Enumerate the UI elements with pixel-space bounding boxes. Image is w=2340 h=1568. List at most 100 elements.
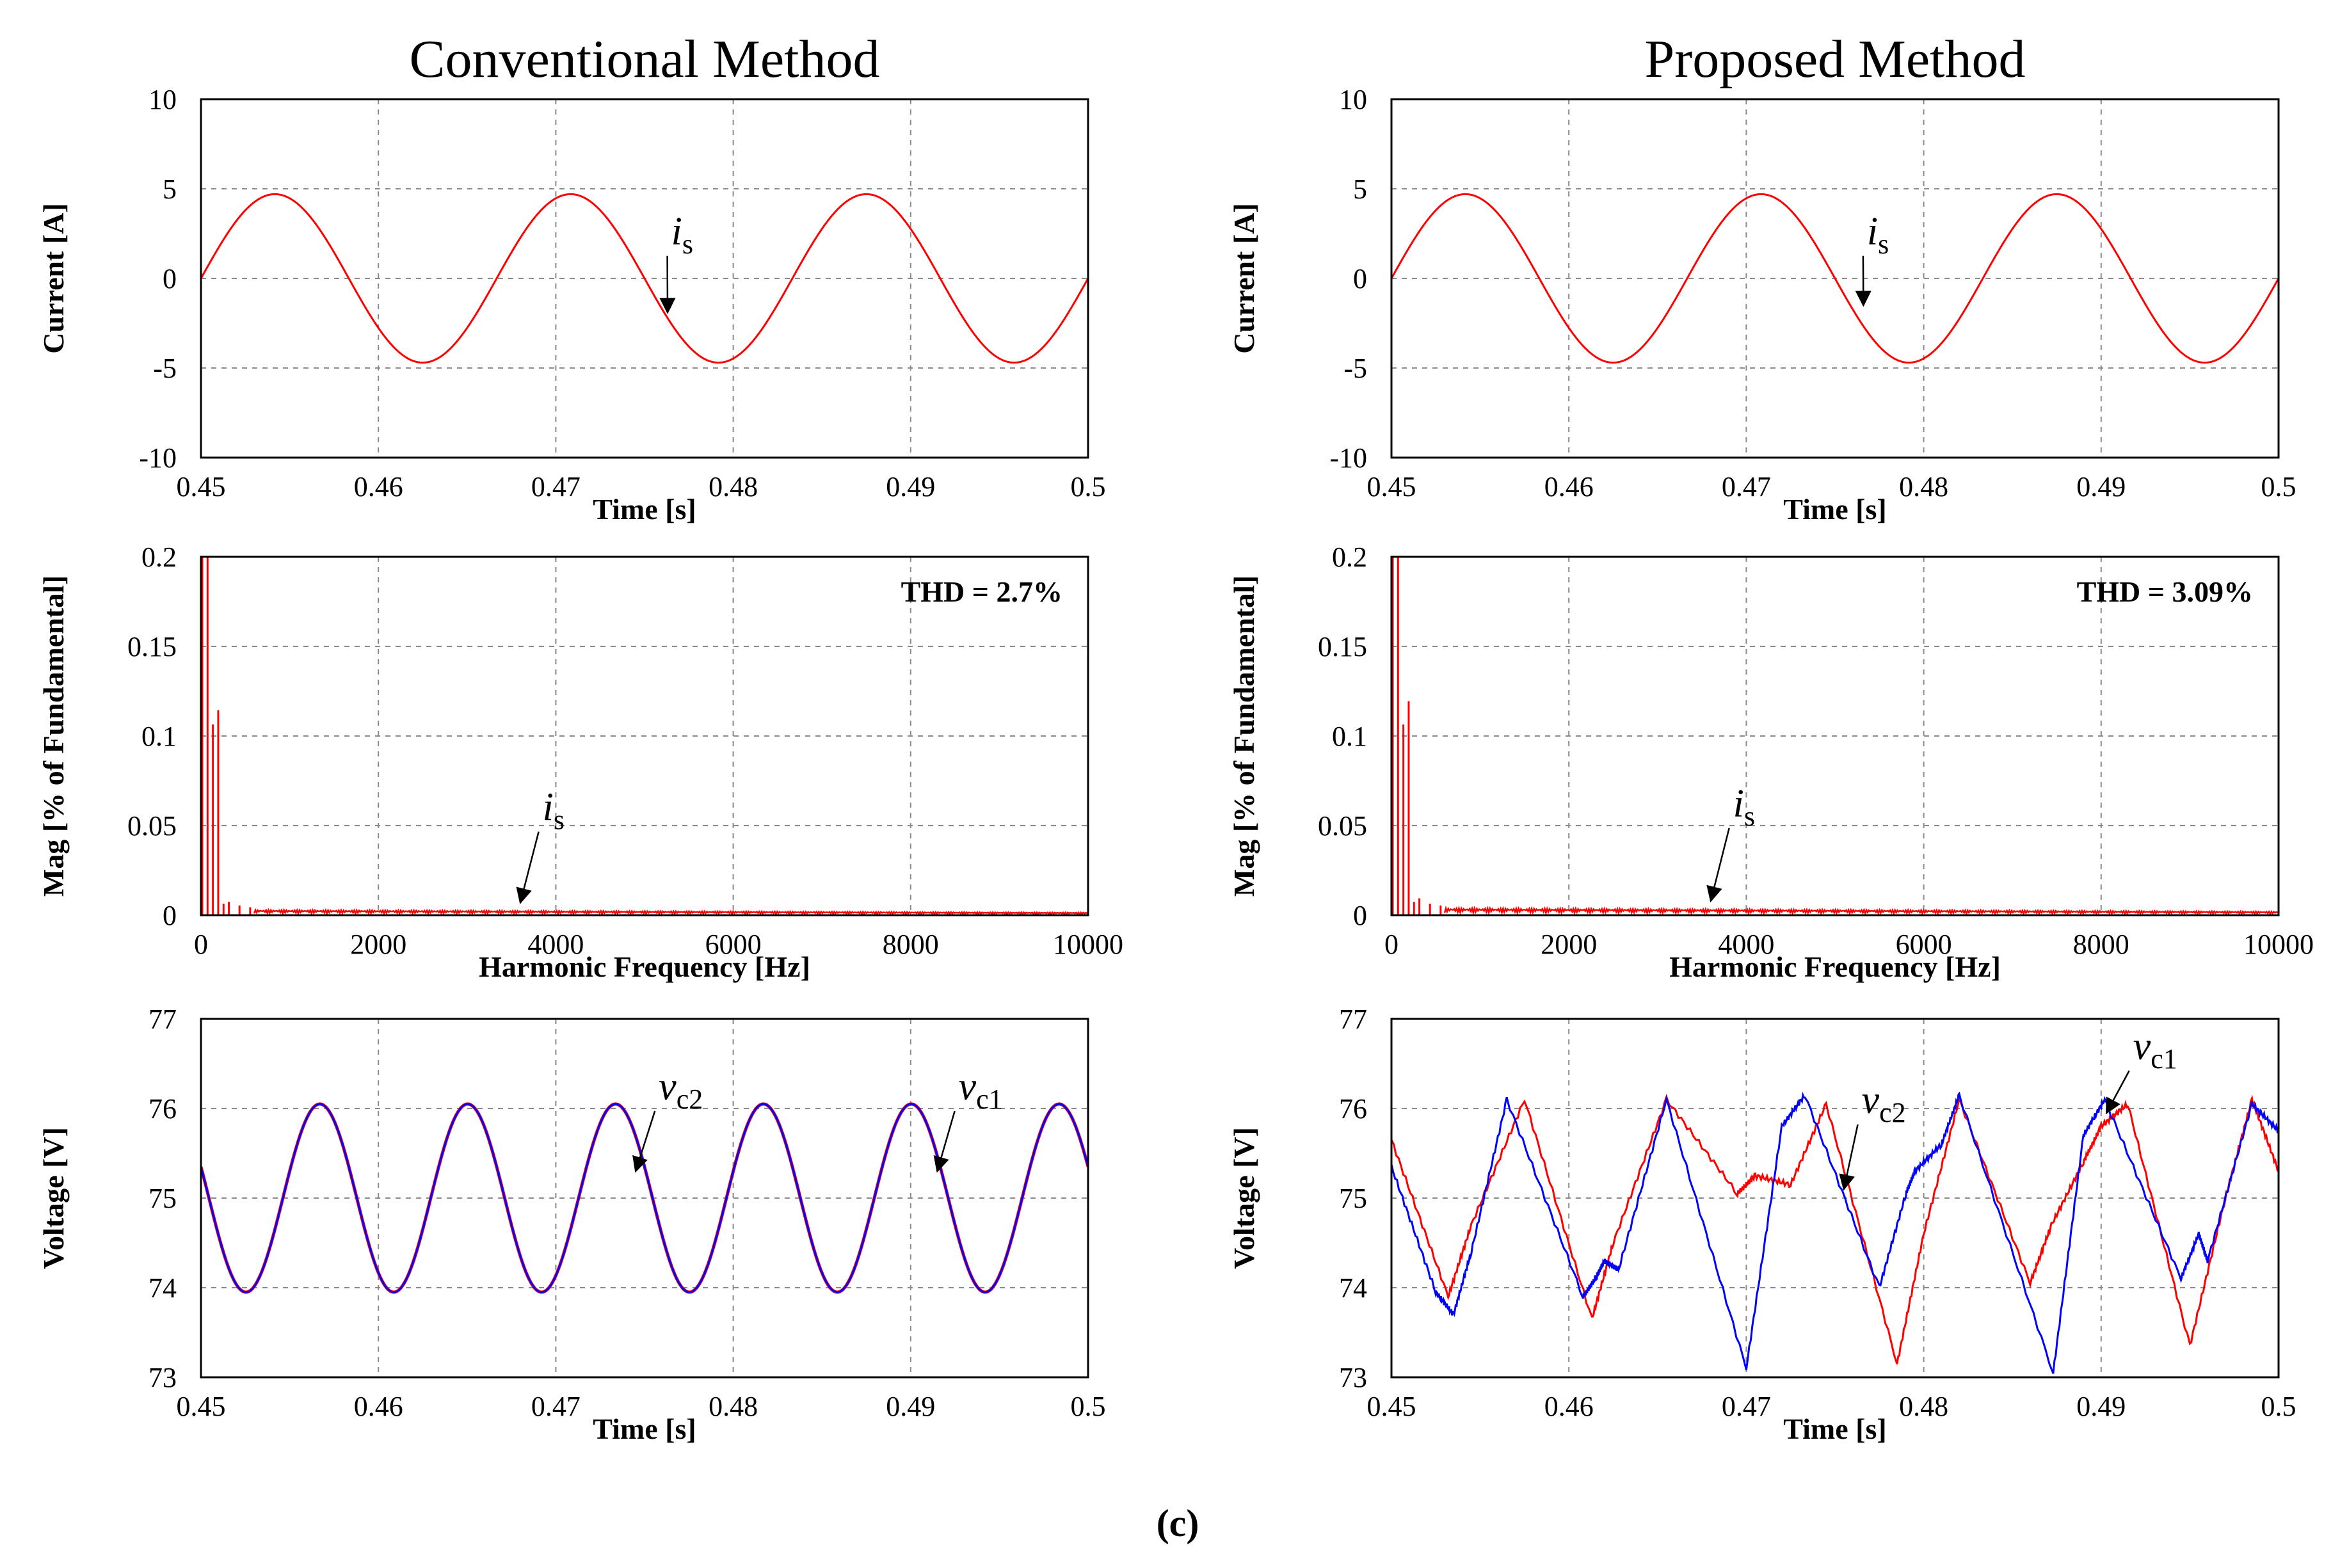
prop-current-xtick-label: 0.47: [1722, 471, 1771, 502]
prop-current-panel: Proposed Method 0.45 0.46 0.47 0.48 0.49 0.5 10…: [1228, 29, 2296, 525]
conv-voltage-ytick-label: 75: [148, 1183, 177, 1214]
prop-fft-ylabel: Mag [% of Fundamental]: [1228, 575, 1260, 897]
prop-voltage-ytick-label: 73: [1339, 1362, 1367, 1393]
conv-current-xtick-label: 0.5: [1071, 471, 1106, 502]
annotation-subscript: c1: [2151, 1043, 2177, 1075]
conv-voltage-ytick-label: 73: [148, 1362, 177, 1393]
prop-current-xtick-label: 0.5: [2261, 471, 2296, 502]
annotation-symbol: i: [543, 786, 554, 829]
conv-fft-xlabel: Harmonic Frequency [Hz]: [479, 950, 810, 983]
conv-voltage-xtick-label: 0.45: [177, 1391, 226, 1422]
conv-current-axes-frame: [200, 98, 1089, 459]
conv-fft-panel: 0 2000 4000 6000 8000 10000 0.2 0.15 0.1 0.05 0 Har…: [37, 541, 1123, 983]
conv-current-ytick-label: -10: [139, 442, 177, 474]
caption: (c): [1157, 1502, 1199, 1544]
prop-fft-ytick-label: 0.05: [1318, 810, 1367, 842]
prop-current-ytick-label: -10: [1329, 442, 1367, 474]
prop-current-plot-area: [1391, 193, 2279, 364]
conv-current-ytick-label: 0: [163, 263, 177, 294]
conv-voltage-ytick-label: 76: [148, 1093, 177, 1124]
prop-fft-xtick-label: 8000: [2073, 929, 2129, 960]
prop-voltage-axes-frame: [1390, 1018, 2280, 1379]
conv-voltage-annotation-vc1: vc1: [959, 1065, 1003, 1115]
prop-current-ytick-label: 0: [1353, 263, 1367, 294]
conv-fft-xtick-label: 10000: [1053, 929, 1123, 960]
annotation-subscript: s: [1744, 801, 1755, 832]
annotation-symbol: i: [671, 210, 682, 253]
conv-current-column-title: Conventional Method: [410, 29, 880, 89]
prop-current-ytick-label: -5: [1343, 353, 1367, 384]
prop-fft-ytick-label: 0: [1353, 900, 1367, 931]
conv-fft-ytick-label: 0: [163, 900, 177, 931]
conv-fft-ylabel: Mag [% of Fundamental]: [37, 575, 70, 897]
conv-current-ytick-label: -5: [153, 353, 177, 384]
prop-fft-plot-area: [1391, 557, 2279, 915]
conv-current-xtick-label: 0.45: [177, 471, 226, 502]
conv-fft-ytick-label: 0.15: [127, 631, 177, 662]
conv-fft-axes-frame: [200, 556, 1089, 916]
prop-voltage-ytick-label: 75: [1339, 1183, 1367, 1214]
prop-fft-xtick-label: 6000: [1896, 929, 1952, 960]
annotation-symbol: i: [1733, 782, 1744, 826]
prop-voltage-xtick-label: 0.45: [1367, 1391, 1416, 1422]
conv-voltage-ytick-label: 74: [148, 1272, 177, 1304]
annotation-subscript: c2: [677, 1084, 703, 1115]
prop-current-xtick-label: 0.46: [1544, 471, 1594, 502]
annotation-subscript: s: [682, 228, 693, 260]
conv-current-ytick-label: 5: [163, 173, 177, 205]
conv-fft-ytick-label: 0.1: [141, 721, 177, 752]
conv-fft-xtick-label: 6000: [705, 929, 762, 960]
conv-voltage-xtick-label: 0.46: [354, 1391, 403, 1422]
conv-current-xtick-label: 0.46: [354, 471, 403, 502]
prop-fft-xlabel: Harmonic Frequency [Hz]: [1669, 950, 2001, 983]
conv-fft-annotation-is: is: [543, 786, 565, 836]
conv-voltage-xtick-label: 0.5: [1071, 1391, 1106, 1422]
annotation-subscript: c2: [1879, 1097, 1906, 1128]
conv-fft-ytick-label: 0.05: [127, 810, 177, 842]
prop-voltage-xtick-label: 0.46: [1544, 1391, 1594, 1422]
annotation-subscript: s: [554, 804, 565, 836]
conv-voltage-annotation-arrow: [933, 1110, 956, 1173]
prop-fft-annotation-arrow: [1706, 828, 1730, 903]
conv-current-annotation-is: is: [671, 210, 693, 260]
prop-voltage-xtick-label: 0.47: [1722, 1391, 1771, 1422]
prop-fft-panel: 0 2000 4000 6000 8000 10000 0.2 0.15 0.1 0.05 0 Har…: [1228, 541, 2314, 983]
annotation-symbol: v: [1862, 1078, 1880, 1122]
prop-current-annotation-is: is: [1867, 210, 1889, 260]
prop-voltage-series-v-c1: [1391, 1094, 2279, 1364]
conv-fft-plot-area: [201, 557, 1088, 915]
conv-current-xtick-label: 0.48: [709, 471, 758, 502]
prop-current-ytick-label: 5: [1353, 173, 1367, 205]
prop-fft-ytick-label: 0.2: [1332, 541, 1367, 573]
prop-fft-axes-frame: [1390, 556, 2280, 916]
annotation-subscript: s: [1878, 228, 1889, 260]
prop-fft-series-i-s-noise: [1443, 905, 2279, 915]
conv-voltage-annotation-arrow: [632, 1110, 656, 1173]
prop-voltage-annotation-vc2: vc2: [1862, 1078, 1906, 1128]
conv-fft-thd-label: THD = 2.7%: [901, 575, 1062, 608]
prop-fft-xtick-label: 2000: [1541, 929, 1597, 960]
conv-current-series-i-s: [201, 193, 1088, 364]
prop-voltage-annotation-arrow: [1839, 1124, 1859, 1191]
prop-voltage-xtick-label: 0.5: [2261, 1391, 2296, 1422]
prop-fft-ytick-label: 0.1: [1332, 721, 1367, 752]
conv-current-xtick-label: 0.49: [886, 471, 935, 502]
prop-current-xtick-label: 0.49: [2076, 471, 2126, 502]
prop-voltage-xtick-label: 0.49: [2076, 1391, 2126, 1422]
conv-current-xtick-label: 0.47: [531, 471, 581, 502]
prop-voltage-xtick-label: 0.48: [1899, 1391, 1948, 1422]
prop-current-xlabel: Time [s]: [1783, 493, 1886, 525]
conv-fft-ytick-label: 0.2: [141, 541, 177, 573]
annotation-symbol: i: [1867, 210, 1878, 253]
conv-voltage-annotation-vc2: vc2: [659, 1065, 703, 1115]
annotation-subscript: c1: [976, 1084, 1003, 1115]
prop-voltage-annotation-arrow: [2105, 1070, 2130, 1115]
prop-current-axes-frame: [1390, 98, 2280, 459]
annotation-symbol: v: [2133, 1025, 2151, 1068]
conv-current-panel: Conventional Method 0.45 0.46 0.47 0.48 0.49 0…: [37, 29, 1106, 525]
prop-voltage-panel: 0.45 0.46 0.47 0.48 0.49 0.5 77 76 75 74 73 Time [s…: [1228, 1004, 2296, 1445]
conv-fft-xtick-label: 2000: [350, 929, 406, 960]
prop-voltage-ytick-label: 76: [1339, 1093, 1367, 1124]
prop-current-series-i-s: [1391, 193, 2279, 364]
